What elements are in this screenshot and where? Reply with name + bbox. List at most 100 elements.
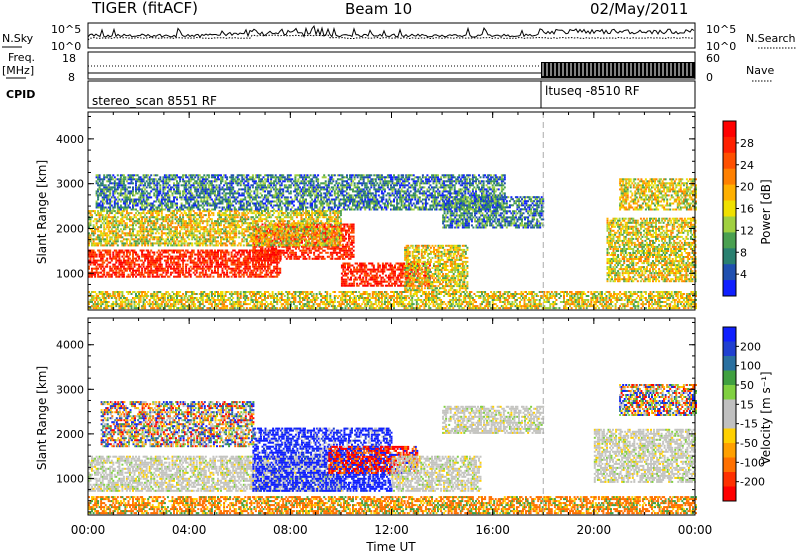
range-cell bbox=[451, 271, 453, 273]
range-cell bbox=[112, 222, 114, 224]
range-cell bbox=[167, 238, 169, 240]
range-cell bbox=[159, 240, 161, 242]
range-cell bbox=[322, 256, 324, 258]
range-cell bbox=[194, 258, 196, 260]
range-cell bbox=[331, 254, 333, 256]
range-cell bbox=[296, 226, 298, 228]
range-cell bbox=[153, 220, 155, 222]
range-cell bbox=[191, 244, 193, 246]
range-cell bbox=[252, 232, 254, 234]
range-cell bbox=[424, 287, 426, 289]
range-cell bbox=[90, 260, 92, 262]
range-cell bbox=[190, 212, 192, 214]
range-cell bbox=[206, 260, 208, 262]
range-cell bbox=[280, 258, 282, 260]
range-cell bbox=[111, 212, 113, 214]
range-cell bbox=[128, 274, 130, 276]
range-cell bbox=[190, 216, 192, 218]
range-cell bbox=[380, 283, 382, 285]
range-cell bbox=[432, 245, 434, 247]
range-cell bbox=[185, 220, 187, 222]
range-cell bbox=[196, 262, 198, 264]
range-cell bbox=[100, 242, 102, 244]
range-cell bbox=[466, 249, 468, 251]
range-cell bbox=[137, 214, 139, 216]
ltuseq-freq-block bbox=[541, 62, 695, 78]
range-cell bbox=[344, 271, 346, 273]
range-cell bbox=[167, 216, 169, 218]
range-cell bbox=[400, 283, 402, 285]
range-cell bbox=[175, 218, 177, 220]
range-cell bbox=[342, 244, 344, 246]
range-cell bbox=[465, 253, 467, 255]
range-cell bbox=[287, 214, 289, 216]
range-cell bbox=[435, 271, 437, 273]
range-cell bbox=[326, 244, 328, 246]
range-cell bbox=[126, 242, 128, 244]
range-cell bbox=[152, 256, 154, 258]
range-cell bbox=[288, 212, 290, 214]
range-cell bbox=[217, 220, 219, 222]
range-cell bbox=[93, 258, 95, 260]
range-cell bbox=[430, 247, 432, 249]
range-cell bbox=[103, 254, 105, 256]
range-cell bbox=[379, 265, 381, 267]
range-cell bbox=[243, 254, 245, 256]
range-cell bbox=[459, 265, 461, 267]
range-cell bbox=[141, 220, 143, 222]
range-cell bbox=[445, 289, 447, 291]
range-cell bbox=[453, 275, 455, 277]
range-cell bbox=[383, 269, 385, 271]
range-cell bbox=[132, 232, 134, 234]
range-cell bbox=[308, 232, 310, 234]
range-cell bbox=[185, 270, 187, 272]
range-cell bbox=[203, 258, 205, 260]
range-cell bbox=[134, 266, 136, 268]
range-cell bbox=[138, 270, 140, 272]
range-cell bbox=[279, 272, 281, 274]
range-cell bbox=[126, 270, 128, 272]
range-cell bbox=[460, 259, 462, 261]
range-cell bbox=[259, 240, 261, 242]
range-cell bbox=[102, 258, 104, 260]
range-cell bbox=[346, 275, 348, 277]
noise-tick-top-right: 10^5 bbox=[706, 23, 736, 36]
range-cell bbox=[123, 266, 125, 268]
range-cell bbox=[418, 253, 420, 255]
range-cell bbox=[240, 226, 242, 228]
range-cell bbox=[273, 212, 275, 214]
range-cell bbox=[155, 226, 157, 228]
range-cell bbox=[118, 258, 120, 260]
range-cell bbox=[155, 264, 157, 266]
range-cell bbox=[121, 256, 123, 258]
range-cell bbox=[131, 216, 133, 218]
range-cell bbox=[123, 258, 125, 260]
range-cell bbox=[421, 289, 423, 291]
range-cell bbox=[379, 275, 381, 277]
range-cell bbox=[111, 276, 113, 278]
range-cell bbox=[132, 272, 134, 274]
range-cell bbox=[193, 218, 195, 220]
range-cell bbox=[397, 277, 399, 279]
range-cell bbox=[451, 251, 453, 253]
range-cell bbox=[147, 250, 149, 252]
range-cell bbox=[456, 289, 458, 291]
range-cell bbox=[409, 265, 411, 267]
range-cell bbox=[276, 240, 278, 242]
range-cell bbox=[291, 236, 293, 238]
range-cell bbox=[261, 212, 263, 214]
range-cell bbox=[161, 230, 163, 232]
range-cell bbox=[124, 228, 126, 230]
range-cell bbox=[246, 240, 248, 242]
range-cell bbox=[243, 240, 245, 242]
range-cell bbox=[193, 236, 195, 238]
range-cell bbox=[120, 234, 122, 236]
range-cell bbox=[428, 257, 430, 259]
range-cell bbox=[93, 234, 95, 236]
range-cell bbox=[176, 212, 178, 214]
range-cell bbox=[269, 268, 271, 270]
range-cell bbox=[410, 281, 412, 283]
range-cell bbox=[300, 224, 302, 226]
range-cell bbox=[320, 226, 322, 228]
range-cell bbox=[252, 258, 254, 260]
